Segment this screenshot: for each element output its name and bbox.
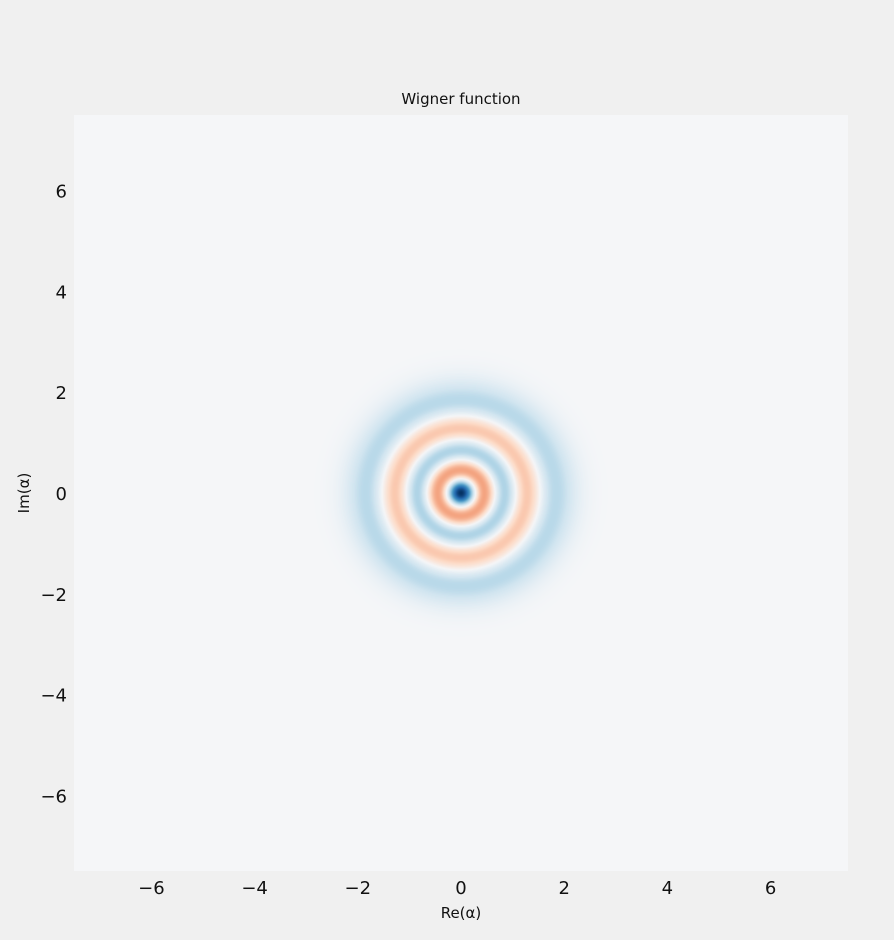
x-tick-label: 6 [765, 878, 776, 899]
x-axis-ticks: −6 −4 −2 0 2 4 6 [138, 878, 776, 899]
x-tick-label: 0 [455, 878, 466, 899]
x-tick-label: −4 [241, 878, 268, 899]
y-tick-label: 4 [56, 282, 67, 303]
x-axis-label: Re(α) [441, 904, 482, 922]
x-tick-label: 2 [558, 878, 569, 899]
y-tick-label: −2 [40, 585, 67, 606]
x-tick-label: −6 [138, 878, 165, 899]
x-tick-label: 4 [662, 878, 673, 899]
y-tick-label: 6 [56, 182, 67, 203]
y-tick-label: 2 [56, 383, 67, 404]
y-axis-label: Im(α) [15, 473, 33, 514]
y-axis-ticks: −6 −4 −2 0 2 4 6 [40, 182, 67, 808]
y-tick-label: −4 [40, 686, 67, 707]
x-tick-label: −2 [345, 878, 372, 899]
wigner-heatmap [74, 115, 848, 871]
y-tick-label: −6 [40, 786, 67, 807]
y-tick-label: 0 [56, 484, 67, 505]
chart-title: Wigner function [401, 90, 520, 108]
